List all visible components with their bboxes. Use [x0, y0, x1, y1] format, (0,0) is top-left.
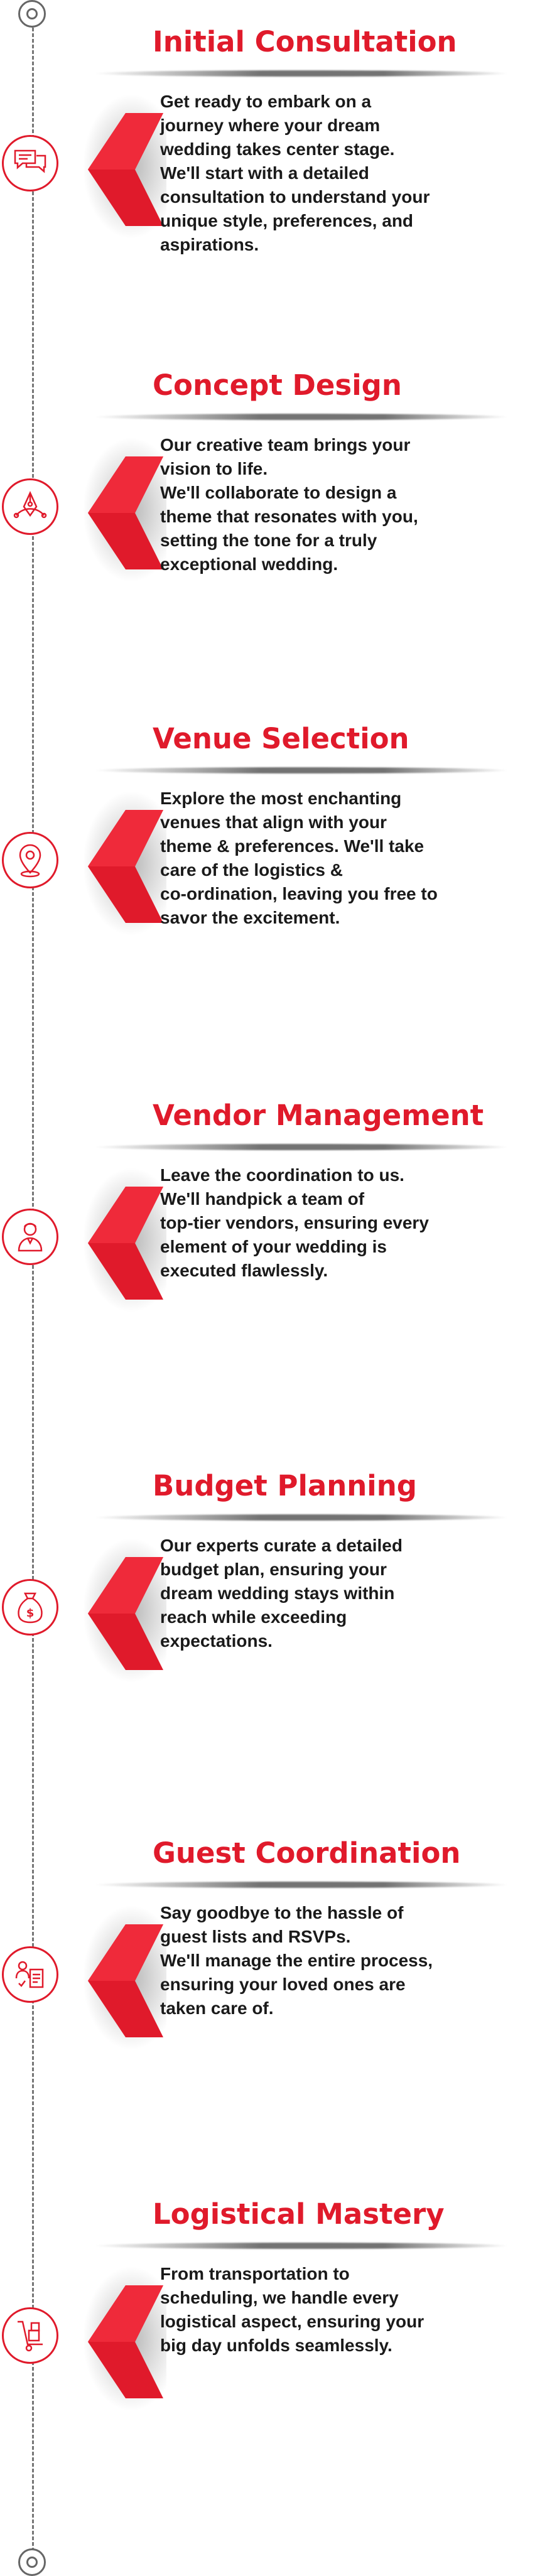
title-divider: [94, 414, 509, 420]
step-icon-circle: [2, 832, 58, 888]
timeline-step-1: Initial Consultation Get ready to embark…: [0, 25, 557, 326]
step-icon-circle: [2, 1946, 58, 2003]
chevron-arrow-icon: [88, 1924, 163, 2037]
timeline-step-6: Guest Coordination Say goodbye to the ha…: [0, 1836, 557, 2138]
chevron-arrow-icon: [88, 1557, 163, 1670]
step-title: Concept Design: [153, 369, 402, 402]
step-title: Vendor Management: [153, 1099, 484, 1132]
title-divider: [94, 1514, 509, 1521]
title-divider: [94, 70, 509, 77]
title-divider: [94, 1144, 509, 1150]
location-pin-icon: [11, 841, 49, 879]
design-pen-icon: [11, 488, 49, 525]
guest-list-icon: [11, 1956, 49, 1993]
money-bag-icon: $: [11, 1588, 49, 1626]
title-divider: [94, 767, 509, 773]
step-icon-circle: [2, 135, 58, 191]
step-description: Our creative team brings your vision to …: [160, 435, 418, 574]
timeline-start-node: [18, 0, 46, 28]
chevron-arrow-icon: [88, 810, 163, 923]
step-title: Initial Consultation: [153, 25, 457, 58]
step-title: Logistical Mastery: [153, 2197, 445, 2231]
step-description: Get ready to embark on a journey where y…: [160, 92, 430, 254]
chevron-arrow-icon: [88, 456, 163, 569]
timeline-step-2: Concept Design Our creative team brings …: [0, 369, 557, 670]
timeline-step-3: Venue Selection Explore the most enchant…: [0, 722, 557, 1023]
step-description: From transportation to scheduling, we ha…: [160, 2264, 425, 2355]
chevron-arrow-icon: [88, 1187, 163, 1300]
hand-truck-icon: [11, 2317, 49, 2354]
timeline-end-node: [18, 2548, 46, 2576]
step-icon-circle: $: [2, 1579, 58, 1636]
timeline-line: [32, 28, 34, 2552]
timeline-step-4: Vendor Management Leave the coordination…: [0, 1099, 557, 1400]
vendor-person-icon: [11, 1218, 49, 1256]
step-description: Leave the coordination to us. We'll hand…: [160, 1165, 429, 1280]
timeline-step-5: Budget Planning $ Our experts curate a d…: [0, 1469, 557, 1770]
chat-icon: [11, 144, 49, 182]
step-description: Say goodbye to the hassle of guest lists…: [160, 1903, 433, 2018]
title-divider: [94, 2243, 509, 2249]
step-description: Our experts curate a detailed budget pla…: [160, 1536, 403, 1651]
step-icon-circle: [2, 1209, 58, 1265]
step-icon-circle: [2, 2307, 58, 2364]
title-divider: [94, 1882, 509, 1888]
step-description: Explore the most enchanting venues that …: [160, 789, 438, 927]
svg-text:$: $: [26, 1607, 35, 1620]
step-title: Venue Selection: [153, 722, 409, 755]
step-title: Budget Planning: [153, 1469, 417, 1502]
timeline-step-7: Logistical Mastery From transportation t…: [0, 2197, 557, 2499]
chevron-arrow-icon: [88, 113, 163, 226]
step-title: Guest Coordination: [153, 1836, 461, 1870]
chevron-arrow-icon: [88, 2285, 163, 2398]
step-icon-circle: [2, 478, 58, 535]
